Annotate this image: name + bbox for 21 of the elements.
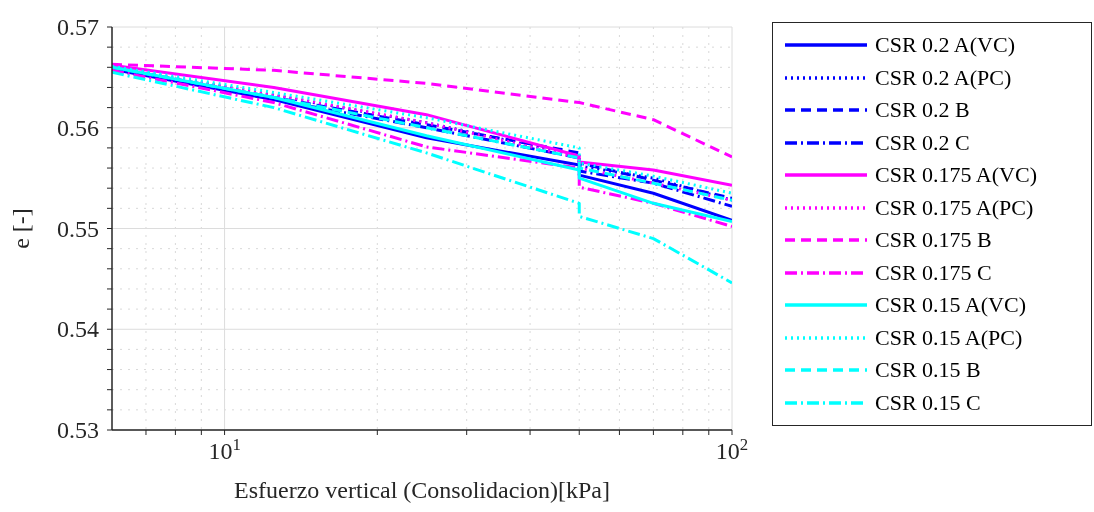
legend-label: CSR 0.175 A(VC) bbox=[875, 162, 1037, 189]
y-tick-label: 0.53 bbox=[57, 417, 99, 443]
y-tick-label: 0.56 bbox=[57, 114, 99, 141]
x-tick-label: 10$^{2}$ bbox=[715, 434, 749, 464]
y-tick-label: 0.57 bbox=[57, 14, 99, 40]
y-axis-title: e [-] bbox=[7, 208, 34, 249]
legend-label: CSR 0.15 C bbox=[875, 389, 981, 416]
x-axis-title: Esfuerzo vertical (Consolidacion)[kPa] bbox=[234, 477, 610, 503]
legend-label: CSR 0.2 A(VC) bbox=[875, 32, 1015, 59]
legend-label: CSR 0.15 A(PC) bbox=[875, 324, 1023, 351]
legend-label: CSR 0.15 B bbox=[875, 357, 981, 384]
legend-label: CSR 0.175 A(PC) bbox=[875, 194, 1034, 221]
legend-label: CSR 0.175 B bbox=[875, 227, 992, 254]
legend-label: CSR 0.15 A(VC) bbox=[875, 292, 1026, 319]
legend-label: CSR 0.175 C bbox=[875, 259, 992, 286]
legend-label: CSR 0.2 A(PC) bbox=[875, 64, 1012, 91]
x-tick-label: 10$^{1}$ bbox=[208, 434, 241, 464]
y-tick-label: 0.55 bbox=[57, 215, 99, 242]
y-tick-label: 0.54 bbox=[57, 316, 99, 343]
legend-label: CSR 0.2 C bbox=[875, 129, 970, 156]
legend-label: CSR 0.2 B bbox=[875, 97, 970, 124]
